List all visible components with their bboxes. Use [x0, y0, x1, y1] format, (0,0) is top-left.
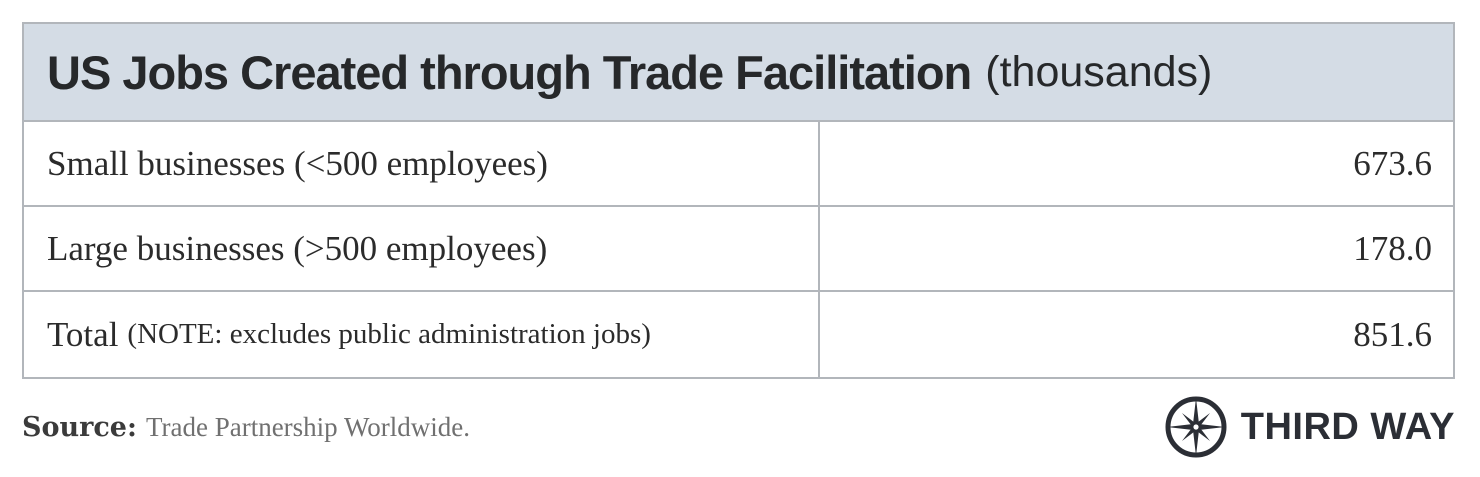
table-row: Small businesses (<500 employees) 673.6: [24, 122, 1453, 207]
jobs-table: US Jobs Created through Trade Facilitati…: [22, 22, 1455, 379]
row-label-cell: Total (NOTE: excludes public administrat…: [24, 292, 820, 377]
row-value-cell: 851.6: [820, 292, 1453, 377]
source-label: Source:: [22, 411, 137, 443]
table-body: Small businesses (<500 employees) 673.6 …: [24, 122, 1453, 377]
brand-wordmark: THIRD WAY: [1240, 405, 1455, 448]
table-title-unit: (thousands): [985, 47, 1213, 96]
footer: Source: Trade Partnership Worldwide. THIR…: [22, 394, 1455, 460]
table-row: Total (NOTE: excludes public administrat…: [24, 292, 1453, 377]
row-label-cell: Small businesses (<500 employees): [24, 122, 820, 205]
row-label-cell: Large businesses (>500 employees): [24, 207, 820, 290]
row-value-cell: 673.6: [820, 122, 1453, 205]
source-line: Source: Trade Partnership Worldwide.: [22, 412, 470, 443]
row-label: Large businesses (>500 employees): [47, 228, 548, 268]
third-way-logo: THIRD WAY: [1164, 395, 1455, 459]
table-title-bar: US Jobs Created through Trade Facilitati…: [24, 24, 1453, 122]
compass-star-icon: [1164, 395, 1228, 459]
table-row: Large businesses (>500 employees) 178.0: [24, 207, 1453, 292]
table-title: US Jobs Created through Trade Facilitati…: [47, 45, 972, 99]
row-label: Small businesses (<500 employees): [47, 143, 548, 183]
row-value: 178.0: [1353, 228, 1432, 268]
row-note: (NOTE: excludes public administration jo…: [127, 318, 651, 350]
source-text: Trade Partnership Worldwide.: [145, 411, 470, 442]
row-value: 851.6: [1353, 314, 1432, 354]
row-value-cell: 178.0: [820, 207, 1453, 290]
row-label: Total: [47, 314, 119, 354]
row-value: 673.6: [1353, 143, 1432, 183]
